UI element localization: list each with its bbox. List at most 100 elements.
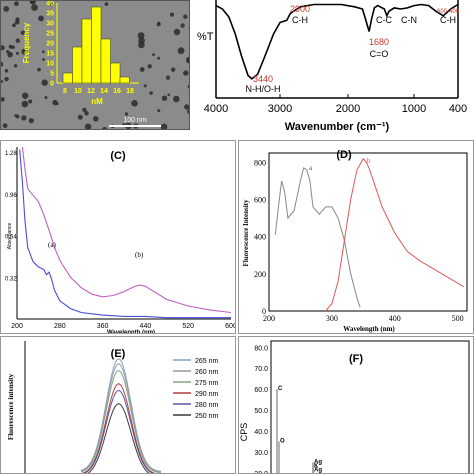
- nanoparticle: [173, 28, 181, 36]
- nanoparticle: [3, 6, 10, 12]
- hist-y-tick-label: 0: [50, 81, 54, 88]
- nanoparticle: [183, 70, 189, 76]
- em-series-line: [81, 383, 156, 473]
- fl-series-label: a: [309, 164, 313, 172]
- nanoparticle: [173, 95, 180, 103]
- edx-y-axis-label: CPS: [239, 423, 249, 442]
- ftir-x-tick-label: 400: [449, 103, 467, 115]
- ftir-annotation-label: C-C: [376, 15, 392, 25]
- edx-y-tick-label: 60.0: [254, 387, 268, 394]
- fl-x-axis-label: Wavelength (nm): [343, 325, 395, 333]
- nanoparticle: [44, 96, 48, 100]
- ftir-annotation-label: N-H/O-H: [246, 84, 281, 94]
- edx-y-tick-label: 20.0: [254, 471, 268, 473]
- fl-x-tick-label: 400: [389, 314, 401, 323]
- nanoparticle: [15, 17, 20, 22]
- nanoparticle: [12, 23, 16, 28]
- uv-y-tick-label: 0.32: [5, 276, 17, 282]
- em-legend-label: 265 nm: [195, 358, 219, 365]
- ftir-x-tick-label: 1000: [402, 103, 426, 115]
- ftir-x-axis-label: Wavenumber (cm⁻¹): [285, 121, 390, 133]
- emission-chart: (E) Fluorescence intensity 265 nm 260 nm 275…: [7, 341, 219, 473]
- ftir-panel: 4000 3000 2000 1000 400 Wavenumber (cm⁻¹) %T 29…: [196, 0, 474, 136]
- edx-peak-label: Ag: [314, 459, 322, 465]
- hist-x-tick-label: 12: [87, 88, 95, 95]
- nanoparticle: [20, 30, 26, 35]
- uv-title: (C): [110, 150, 126, 162]
- nanoparticle: [139, 67, 145, 72]
- ftir-x-tick-label: 4000: [204, 103, 228, 115]
- edx-y-tick-label: 40.0: [254, 429, 268, 436]
- nanoparticle: [29, 1, 36, 5]
- emission-panel: (E) Fluorescence intensity 265 nm 260 nm 275…: [0, 336, 236, 474]
- ftir-x-tick-label: 3000: [268, 103, 292, 115]
- tem-image-panel: 0 5 10 15 20 25 30 35 40 8 10 12 14 16 18 nM Frequency 1…: [0, 0, 190, 130]
- nanoparticle: [1, 80, 4, 83]
- em-series-line: [80, 358, 162, 472]
- nanoparticle: [187, 108, 189, 115]
- em-legend-label: 280 nm: [195, 402, 219, 409]
- uv-vis-chart: (C) 0.32 0.64 0.96 1.28 200 280 360 440 520 600 Wav…: [5, 146, 235, 333]
- uv-y-tick-label: 0.64: [5, 235, 17, 241]
- fl-series-line: [274, 167, 361, 308]
- fluorescence-panel: (D) 0 200 400 600 800 200 300 400 500 Wavelength (…: [238, 140, 474, 334]
- hist-y-tick-label: 5: [50, 71, 54, 78]
- nanoparticle: [101, 127, 108, 129]
- fl-plot-frame: [268, 152, 468, 312]
- uv-x-axis-label: Wavelength (nm): [107, 330, 155, 333]
- uv-x-tick-label: 280: [54, 323, 66, 330]
- nanoparticle: [42, 50, 45, 53]
- ftir-annotation-label: C=O: [370, 49, 389, 59]
- nanoparticle: [14, 1, 19, 7]
- edx-plot-frame: [270, 340, 470, 473]
- nanoparticle: [169, 12, 175, 17]
- uv-y-tick-label: 0.96: [5, 193, 17, 199]
- edx-peak-label: C: [278, 386, 283, 392]
- nanoparticle: [177, 47, 185, 55]
- nanoparticle: [156, 22, 161, 27]
- ftir-x-tick-label: 2000: [336, 103, 360, 115]
- edx-title: (F): [349, 353, 363, 365]
- nanoparticle: [22, 92, 29, 99]
- nanoparticle: [152, 53, 155, 56]
- hist-x-axis-label: nM: [91, 97, 103, 106]
- edx-y-tick-label: 80.0: [254, 345, 268, 352]
- fl-series-label: b: [367, 157, 371, 165]
- nanoparticle: [6, 50, 10, 54]
- em-legend-label: 275 nm: [195, 380, 219, 387]
- fl-x-tick-label: 200: [263, 314, 275, 323]
- nanoparticle: [84, 123, 92, 129]
- uv-x-tick-label: 440: [140, 323, 152, 330]
- fl-title: (D): [336, 149, 352, 161]
- nanoparticle: [167, 93, 170, 97]
- hist-x-tick-label: 8: [63, 88, 67, 95]
- nanoparticle: [4, 76, 9, 82]
- hist-x-tick-label: 14: [100, 88, 108, 95]
- em-y-axis-label: Fluorescence intensity: [7, 373, 15, 440]
- em-series-line: [87, 403, 150, 473]
- uv-series-label: (b): [135, 251, 144, 259]
- nanoparticle: [8, 44, 13, 49]
- em-legend-label: 290 nm: [195, 391, 219, 398]
- nanoparticle: [1, 45, 5, 51]
- fl-y-tick-label: 200: [254, 270, 266, 279]
- fl-x-tick-label: 300: [326, 314, 338, 323]
- edx-y-tick-label: 30.0: [254, 450, 268, 457]
- uv-series-label: (a): [48, 241, 56, 249]
- ftir-annotation-value: 2900: [290, 4, 310, 14]
- nanoparticle: [55, 102, 59, 106]
- nanoparticle: [1, 97, 5, 102]
- em-legend-label: 250 nm: [195, 413, 219, 420]
- fl-y-tick-label: 0: [262, 307, 266, 316]
- hist-bar: [72, 46, 83, 84]
- nanoparticle: [21, 48, 28, 55]
- uv-x-tick-label: 600: [225, 323, 235, 330]
- hist-bar: [81, 18, 92, 84]
- hist-y-tick-label: 25: [46, 31, 54, 38]
- em-series-line: [80, 369, 162, 473]
- hist-bar: [100, 38, 111, 84]
- scale-bar-label: 100 nm: [123, 117, 147, 124]
- nanoparticle: [157, 56, 161, 60]
- nanoparticle: [184, 104, 189, 110]
